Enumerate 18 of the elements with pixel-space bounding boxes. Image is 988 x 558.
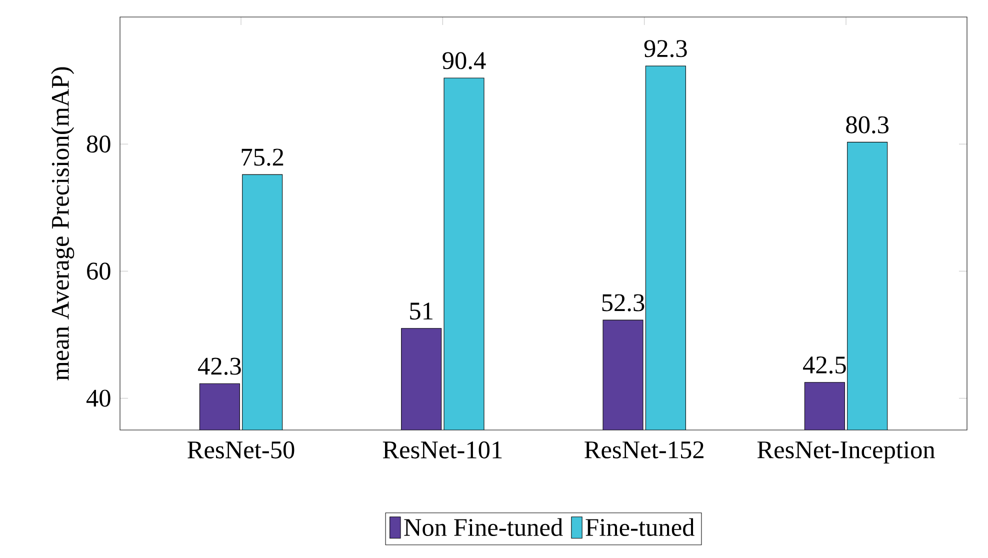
y-tick-label: 80 [86,136,110,153]
data-label: 75.2 [242,148,284,166]
data-label: 80.3 [846,116,889,134]
data-label: 90.4 [442,52,486,70]
x-tick-label: ResNet-101 [382,441,502,458]
data-label: 42.5 [803,356,846,374]
y-tick-label: 40 [86,390,110,407]
legend-label: Non Fine-tuned [404,518,563,536]
data-label: 92.3 [644,40,687,58]
legend-label: Fine-tuned [586,518,694,536]
y-axis-title: mean Average Precision(mAP) [51,67,74,380]
data-label: 52.3 [602,294,644,312]
y-tick-label: 60 [87,262,110,280]
x-tick-label: ResNet-50 [188,441,294,458]
data-label: 42.3 [198,358,241,375]
data-label: 51 [410,302,432,320]
x-tick-label: ResNet-152 [584,441,704,458]
x-tick-label: ResNet-Inception [757,441,935,464]
